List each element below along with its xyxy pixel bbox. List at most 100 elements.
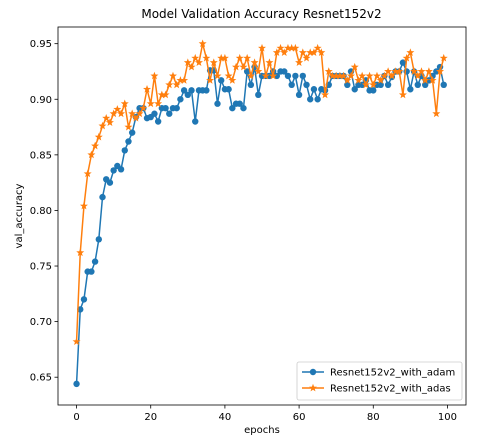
data-point xyxy=(321,90,330,99)
data-point xyxy=(295,58,304,66)
data-point xyxy=(128,129,136,136)
data-point xyxy=(250,58,259,66)
data-point xyxy=(398,90,407,99)
data-point xyxy=(91,258,99,265)
data-point xyxy=(177,96,184,103)
data-point xyxy=(358,71,367,80)
data-point xyxy=(414,81,421,89)
x-tick-label: 0 xyxy=(73,412,79,423)
data-point xyxy=(410,67,419,75)
data-point xyxy=(255,91,262,99)
data-point xyxy=(165,80,174,89)
data-point xyxy=(194,58,203,66)
data-point xyxy=(139,103,148,112)
data-point xyxy=(109,109,118,118)
data-point xyxy=(324,67,333,75)
data-point xyxy=(328,71,337,80)
data-point xyxy=(191,53,200,62)
data-point xyxy=(161,90,170,99)
data-point xyxy=(162,104,169,112)
data-point xyxy=(292,72,299,80)
data-point xyxy=(229,104,236,112)
data-point xyxy=(425,77,433,84)
data-point xyxy=(150,71,159,80)
data-point xyxy=(407,86,414,93)
series-adas xyxy=(72,39,448,346)
data-point xyxy=(376,76,385,84)
data-point xyxy=(302,53,311,62)
y-tick-label: 0.85 xyxy=(30,150,52,161)
data-point xyxy=(384,67,393,75)
data-point xyxy=(117,109,126,118)
data-point xyxy=(317,48,326,56)
data-point xyxy=(421,76,430,84)
data-point xyxy=(124,122,133,131)
data-point xyxy=(432,109,441,118)
data-point xyxy=(265,58,274,66)
data-point xyxy=(332,71,341,80)
legend-adas-marker xyxy=(309,383,317,392)
data-point xyxy=(310,86,318,93)
data-point xyxy=(183,58,192,66)
x-tick-label: 80 xyxy=(367,412,380,423)
y-tick-label: 0.75 xyxy=(30,262,52,273)
y-axis-ticks: 0.65 0.70 0.75 0.80 0.85 0.90 0.95 xyxy=(30,39,58,384)
data-point xyxy=(220,53,229,62)
series-layer xyxy=(72,39,448,388)
data-point xyxy=(395,67,404,75)
data-point xyxy=(288,81,295,89)
data-point xyxy=(180,87,188,94)
data-point xyxy=(433,68,440,75)
data-point xyxy=(402,53,411,62)
data-point xyxy=(365,71,374,80)
data-point xyxy=(239,62,248,71)
legend-adam-label: Resnet152v2_with_adam xyxy=(330,368,455,379)
legend-frame xyxy=(296,361,463,401)
data-point xyxy=(110,167,117,174)
x-tick-label: 100 xyxy=(438,412,457,423)
data-point xyxy=(280,48,289,56)
data-point xyxy=(299,72,306,80)
data-point xyxy=(240,104,247,112)
data-point xyxy=(350,62,359,71)
data-point xyxy=(343,76,352,84)
data-point xyxy=(247,81,255,89)
data-point xyxy=(120,99,129,108)
data-point xyxy=(83,169,92,178)
data-point xyxy=(143,85,152,93)
x-tick-label: 20 xyxy=(144,412,157,423)
data-point xyxy=(95,236,103,243)
data-point xyxy=(236,100,243,107)
data-point xyxy=(287,43,296,52)
y-tick-label: 0.65 xyxy=(30,373,52,384)
data-point xyxy=(428,76,437,84)
data-point xyxy=(79,201,88,210)
data-point xyxy=(276,43,285,52)
plot-area-frame xyxy=(57,26,467,406)
data-point xyxy=(209,58,218,66)
data-point xyxy=(125,138,132,145)
legend: Resnet152v2_with_adam Resnet152v2_with_a… xyxy=(296,361,463,401)
data-point xyxy=(436,67,445,75)
data-point xyxy=(303,81,310,89)
data-point xyxy=(351,86,358,93)
x-axis-title: epochs xyxy=(244,425,280,436)
data-point xyxy=(213,71,222,80)
data-point xyxy=(298,48,307,56)
data-point xyxy=(106,179,114,186)
data-point xyxy=(87,150,96,159)
data-point xyxy=(172,80,181,89)
data-point xyxy=(269,71,278,80)
data-point xyxy=(361,80,370,89)
series-adam xyxy=(73,59,447,388)
y-tick-label: 0.95 xyxy=(30,39,52,50)
data-point xyxy=(184,91,192,99)
data-point xyxy=(154,118,162,125)
data-point xyxy=(283,43,292,52)
data-point xyxy=(306,48,315,56)
data-point xyxy=(146,99,155,108)
data-point xyxy=(258,43,266,52)
data-point xyxy=(168,71,177,80)
data-point xyxy=(225,86,232,93)
data-point xyxy=(339,71,348,80)
